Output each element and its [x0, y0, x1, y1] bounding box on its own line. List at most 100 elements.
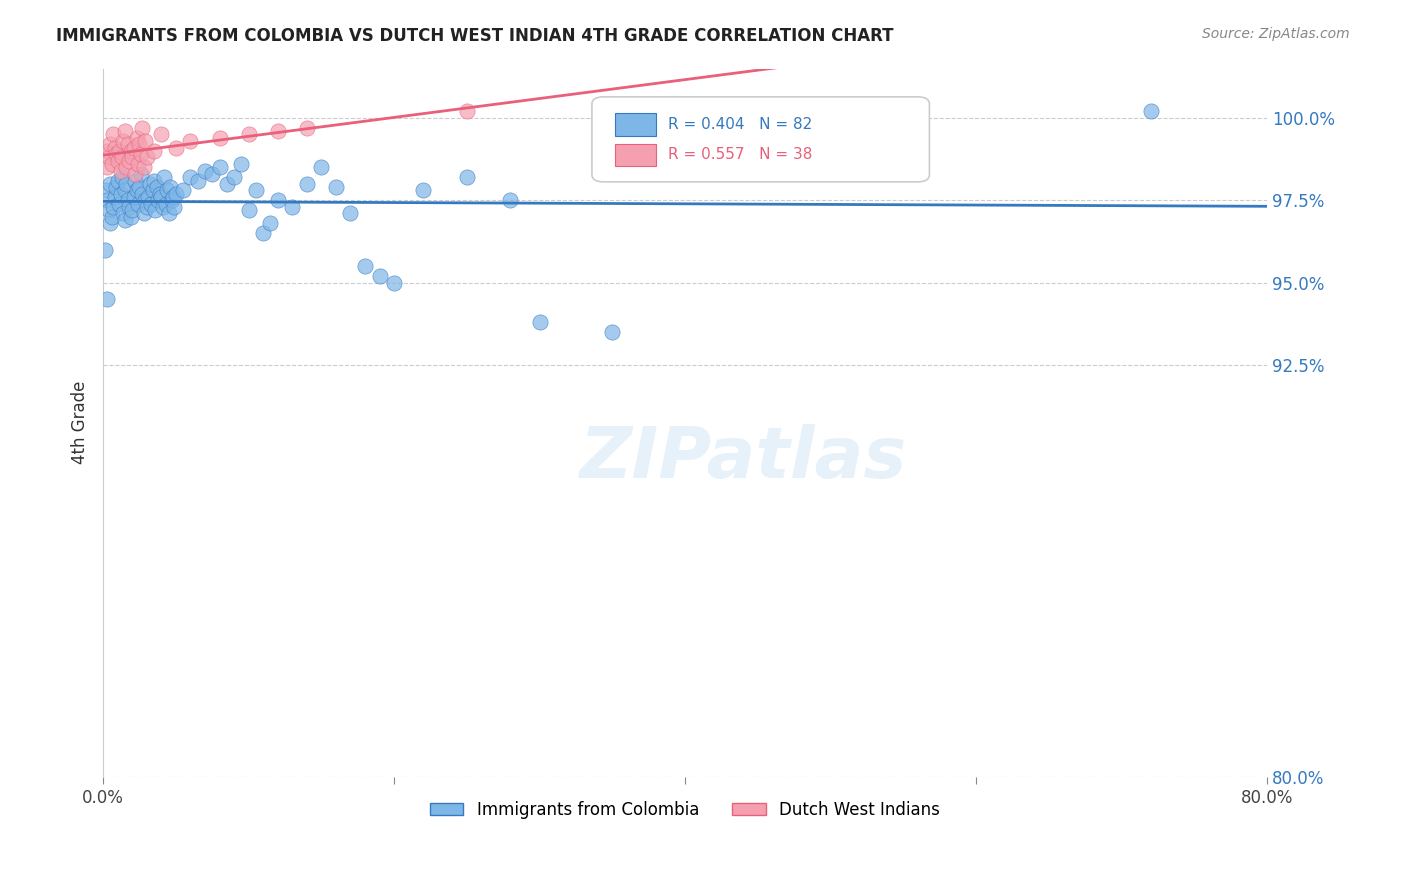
Text: R = 0.404   N = 82: R = 0.404 N = 82: [668, 117, 811, 132]
Point: [194, 163, 217, 178]
Point: [120, 144, 142, 158]
Point: [153, 170, 176, 185]
Point: [165, 186, 187, 201]
Point: [339, 206, 361, 220]
Point: [456, 104, 478, 119]
Point: [101, 157, 124, 171]
Point: [132, 206, 155, 220]
Point: [222, 170, 245, 185]
Text: Source: ZipAtlas.com: Source: ZipAtlas.com: [1202, 27, 1350, 41]
Point: [138, 177, 160, 191]
Point: [122, 140, 145, 154]
Point: [136, 190, 159, 204]
Point: [124, 167, 146, 181]
Point: [238, 203, 260, 218]
Point: [208, 161, 231, 175]
Point: [146, 180, 169, 194]
Point: [160, 194, 183, 208]
Bar: [616, 144, 657, 166]
Point: [127, 157, 149, 171]
Legend: Immigrants from Colombia, Dutch West Indians: Immigrants from Colombia, Dutch West Ind…: [423, 794, 946, 825]
Point: [107, 173, 129, 187]
Point: [114, 183, 136, 197]
Point: [162, 190, 184, 204]
Point: [131, 186, 153, 201]
Point: [122, 190, 145, 204]
Point: [97, 151, 120, 165]
Point: [159, 180, 181, 194]
Point: [179, 170, 201, 185]
Point: [118, 153, 141, 168]
Point: [128, 180, 150, 194]
Point: [114, 213, 136, 227]
Point: [267, 124, 290, 138]
Point: [149, 186, 172, 201]
Point: [1139, 104, 1161, 119]
Point: [172, 183, 194, 197]
Point: [117, 137, 139, 152]
Point: [238, 128, 260, 142]
Point: [124, 173, 146, 187]
Point: [94, 243, 117, 257]
Point: [112, 206, 135, 220]
Point: [129, 147, 152, 161]
Point: [107, 153, 129, 168]
Point: [131, 120, 153, 135]
Point: [94, 144, 117, 158]
Point: [295, 177, 318, 191]
Point: [108, 196, 131, 211]
Point: [259, 216, 281, 230]
Point: [94, 183, 117, 197]
Point: [368, 269, 391, 284]
Point: [104, 190, 127, 204]
Point: [354, 259, 377, 273]
Text: IMMIGRANTS FROM COLOMBIA VS DUTCH WEST INDIAN 4TH GRADE CORRELATION CHART: IMMIGRANTS FROM COLOMBIA VS DUTCH WEST I…: [56, 27, 894, 45]
Point: [128, 137, 150, 152]
FancyBboxPatch shape: [592, 97, 929, 182]
Point: [110, 163, 132, 178]
Point: [201, 167, 224, 181]
Point: [100, 216, 122, 230]
Point: [157, 206, 180, 220]
Y-axis label: 4th Grade: 4th Grade: [72, 381, 89, 465]
Point: [104, 140, 127, 154]
Point: [108, 144, 131, 158]
Point: [311, 161, 333, 175]
Point: [600, 325, 623, 339]
Point: [103, 128, 125, 142]
Point: [117, 194, 139, 208]
Point: [163, 200, 186, 214]
Point: [129, 167, 152, 181]
Point: [125, 183, 148, 197]
Point: [165, 140, 187, 154]
Point: [281, 200, 304, 214]
Point: [135, 200, 157, 214]
Point: [100, 177, 122, 191]
Point: [145, 203, 167, 218]
Point: [156, 183, 179, 197]
Point: [121, 203, 143, 218]
Point: [150, 128, 173, 142]
Point: [179, 134, 201, 148]
Point: [105, 180, 128, 194]
Point: [100, 137, 122, 152]
Text: ZIPatlas: ZIPatlas: [579, 424, 907, 492]
Point: [103, 200, 125, 214]
Point: [96, 194, 118, 208]
Point: [121, 151, 143, 165]
Point: [252, 226, 274, 240]
Point: [295, 120, 318, 135]
Point: [110, 186, 132, 201]
Point: [412, 183, 434, 197]
Point: [111, 151, 134, 165]
Point: [231, 157, 253, 171]
Point: [134, 134, 156, 148]
Point: [105, 147, 128, 161]
Point: [96, 292, 118, 306]
Point: [142, 183, 165, 197]
Point: [101, 210, 124, 224]
Point: [325, 180, 347, 194]
Point: [150, 190, 173, 204]
Point: [155, 196, 177, 211]
Bar: [616, 113, 657, 136]
